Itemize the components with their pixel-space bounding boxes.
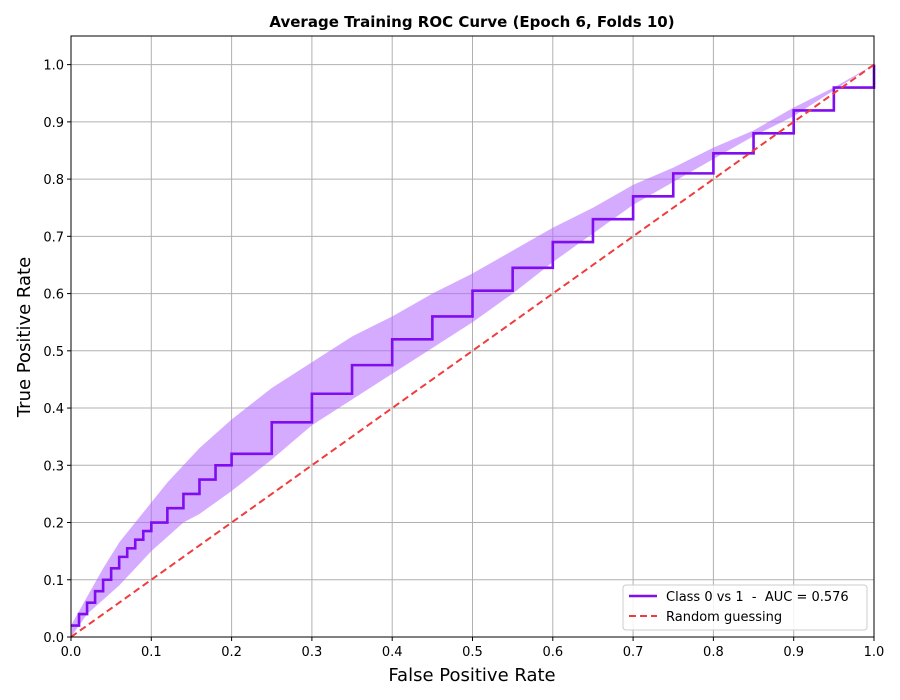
y-tick-label: 0.6 — [43, 288, 64, 303]
legend-label: Random guessing — [666, 610, 782, 625]
x-tick-label: 0.0 — [61, 645, 82, 660]
y-tick-label: 0.9 — [43, 116, 64, 131]
x-tick-label: 0.2 — [221, 645, 242, 660]
chart-title: Average Training ROC Curve (Epoch 6, Fol… — [269, 13, 674, 31]
y-tick-label: 0.1 — [43, 574, 64, 589]
y-tick-label: 0.4 — [43, 402, 64, 417]
y-tick-label: 0.8 — [43, 173, 64, 188]
legend: Class 0 vs 1 - AUC = 0.576 Random guessin… — [622, 584, 868, 631]
y-axis-label: True Positive Rate — [14, 257, 35, 418]
legend-label: Class 0 vs 1 - AUC = 0.576 — [666, 590, 849, 605]
x-tick-label: 0.9 — [783, 645, 804, 660]
y-tick-label: 0.2 — [43, 517, 64, 532]
y-tick-label: 1.0 — [43, 59, 64, 74]
plot-area: 0.0 0.1 0.2 0.3 0.4 0.5 0.6 0.7 0.8 0.9 1.0 0.0 0.1 0… — [43, 35, 885, 660]
x-tick-label: 0.6 — [542, 645, 563, 660]
x-axis-label: False Positive Rate — [388, 665, 555, 686]
roc-step-line — [71, 64, 876, 627]
y-tick-label: 0.3 — [43, 459, 64, 474]
legend-box — [622, 584, 868, 631]
y-tick-label: 0.7 — [43, 230, 64, 245]
x-tick-label: 0.5 — [462, 645, 483, 660]
x-tick-label: 1.0 — [864, 645, 885, 660]
x-tick-label: 0.4 — [382, 645, 403, 660]
x-tick-label: 0.7 — [623, 645, 644, 660]
x-tick-label: 0.3 — [302, 645, 323, 660]
x-tick-label: 0.1 — [141, 645, 162, 660]
y-tick-label: 0.5 — [43, 345, 64, 360]
y-tick-label: 0.0 — [43, 631, 64, 646]
x-tick-label: 0.8 — [703, 645, 724, 660]
